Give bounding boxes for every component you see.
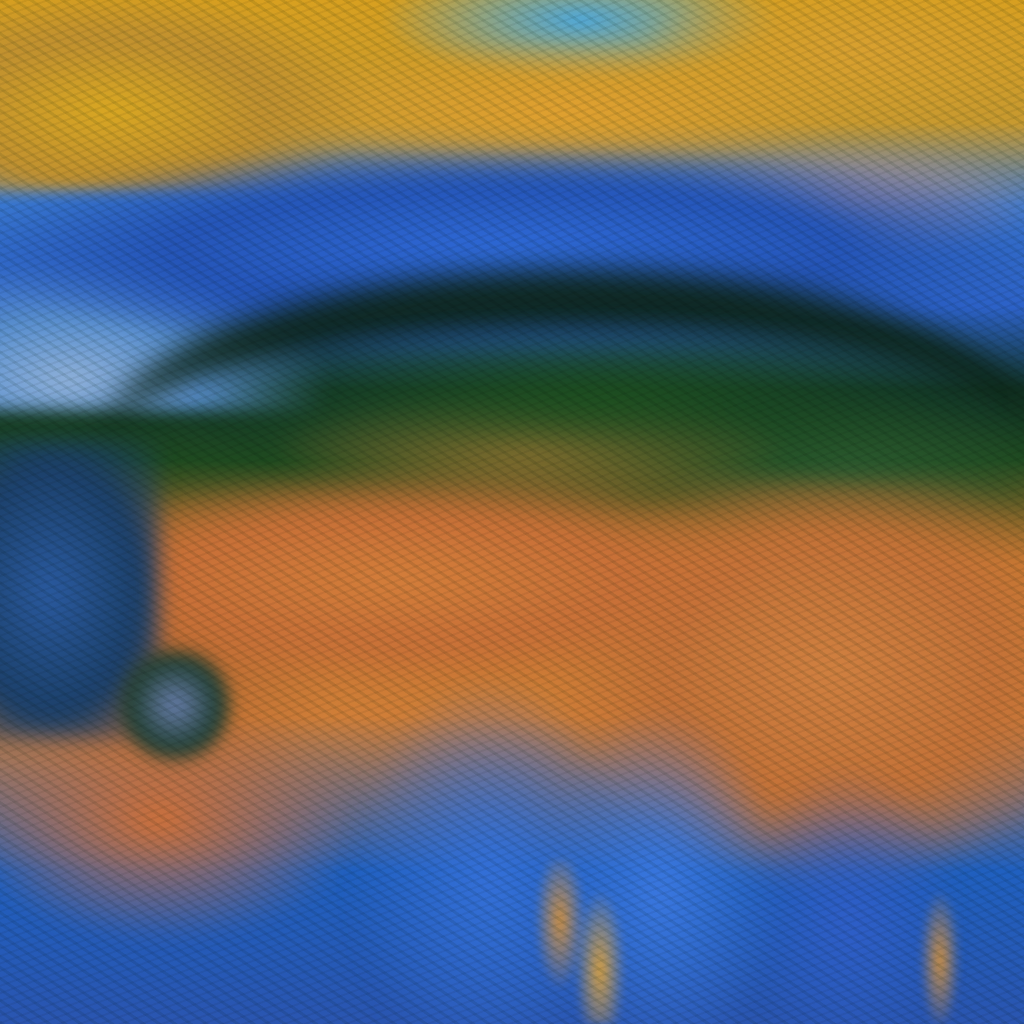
storm-eye bbox=[120, 650, 230, 760]
southern-cloud-streaks bbox=[530, 860, 990, 1024]
